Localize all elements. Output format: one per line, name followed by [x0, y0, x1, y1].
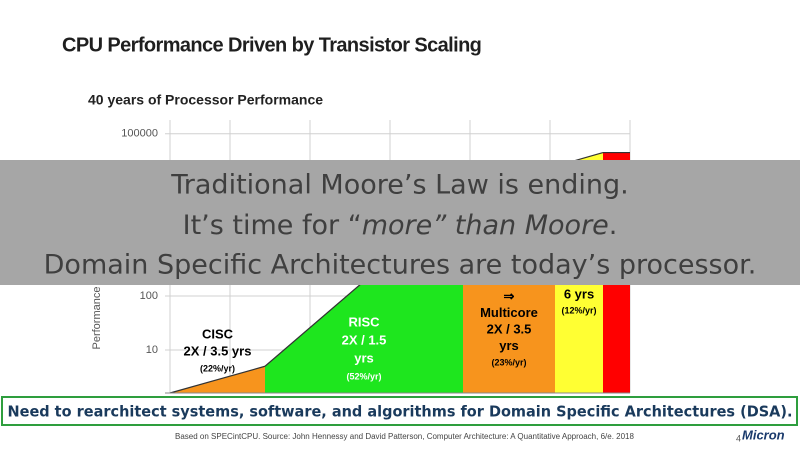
- overlay-text: Traditional Moore’s Law is ending.: [170, 170, 628, 201]
- overlay-text-part: .: [609, 210, 618, 241]
- logo: Micron: [742, 427, 785, 442]
- overlay-text-italic: more” than Moore: [362, 210, 609, 241]
- callout-box: [1, 396, 798, 426]
- overlay-text-part: It’s time for “: [183, 210, 362, 241]
- region-label: (22%/yr): [200, 363, 235, 373]
- region-label: 2X / 3.5: [487, 321, 532, 336]
- region-label: yrs: [354, 350, 374, 365]
- slide-title: CPU Performance Driven by Transistor Sca…: [62, 34, 481, 56]
- performance-line: [169, 365, 266, 394]
- overlay-text: It’s time for “more” than Moore.: [183, 210, 618, 241]
- region-label: ⇒: [504, 288, 515, 303]
- page-number: 4: [736, 433, 741, 443]
- chart-title: 40 years of Processor Performance: [88, 92, 323, 108]
- y-tick-label: 100: [140, 290, 158, 302]
- region-label: 2X / 3.5 yrs: [184, 343, 252, 358]
- y-tick-label: 10: [146, 344, 158, 356]
- footnote: Based on SPECintCPU. Source: John Hennes…: [175, 432, 634, 441]
- callout-text: Need to rearchitect systems, software, a…: [8, 403, 793, 421]
- region-label: RISC: [348, 314, 380, 329]
- y-axis-label: Performance: [91, 287, 103, 350]
- region-label: Multicore: [480, 305, 538, 320]
- region-label: (52%/yr): [346, 371, 381, 381]
- region-label: CISC: [202, 326, 234, 341]
- region-label: (23%/yr): [491, 357, 526, 367]
- region-label: 6 yrs: [564, 286, 594, 301]
- region-label: 2X / 1.5: [342, 332, 387, 347]
- region-label: (12%/yr): [561, 305, 596, 315]
- overlay-text: Domain Specific Architectures are today’…: [44, 250, 757, 281]
- region-label: yrs: [499, 338, 519, 353]
- y-tick-label: 100000: [121, 128, 158, 140]
- overlay-banner: [0, 160, 800, 285]
